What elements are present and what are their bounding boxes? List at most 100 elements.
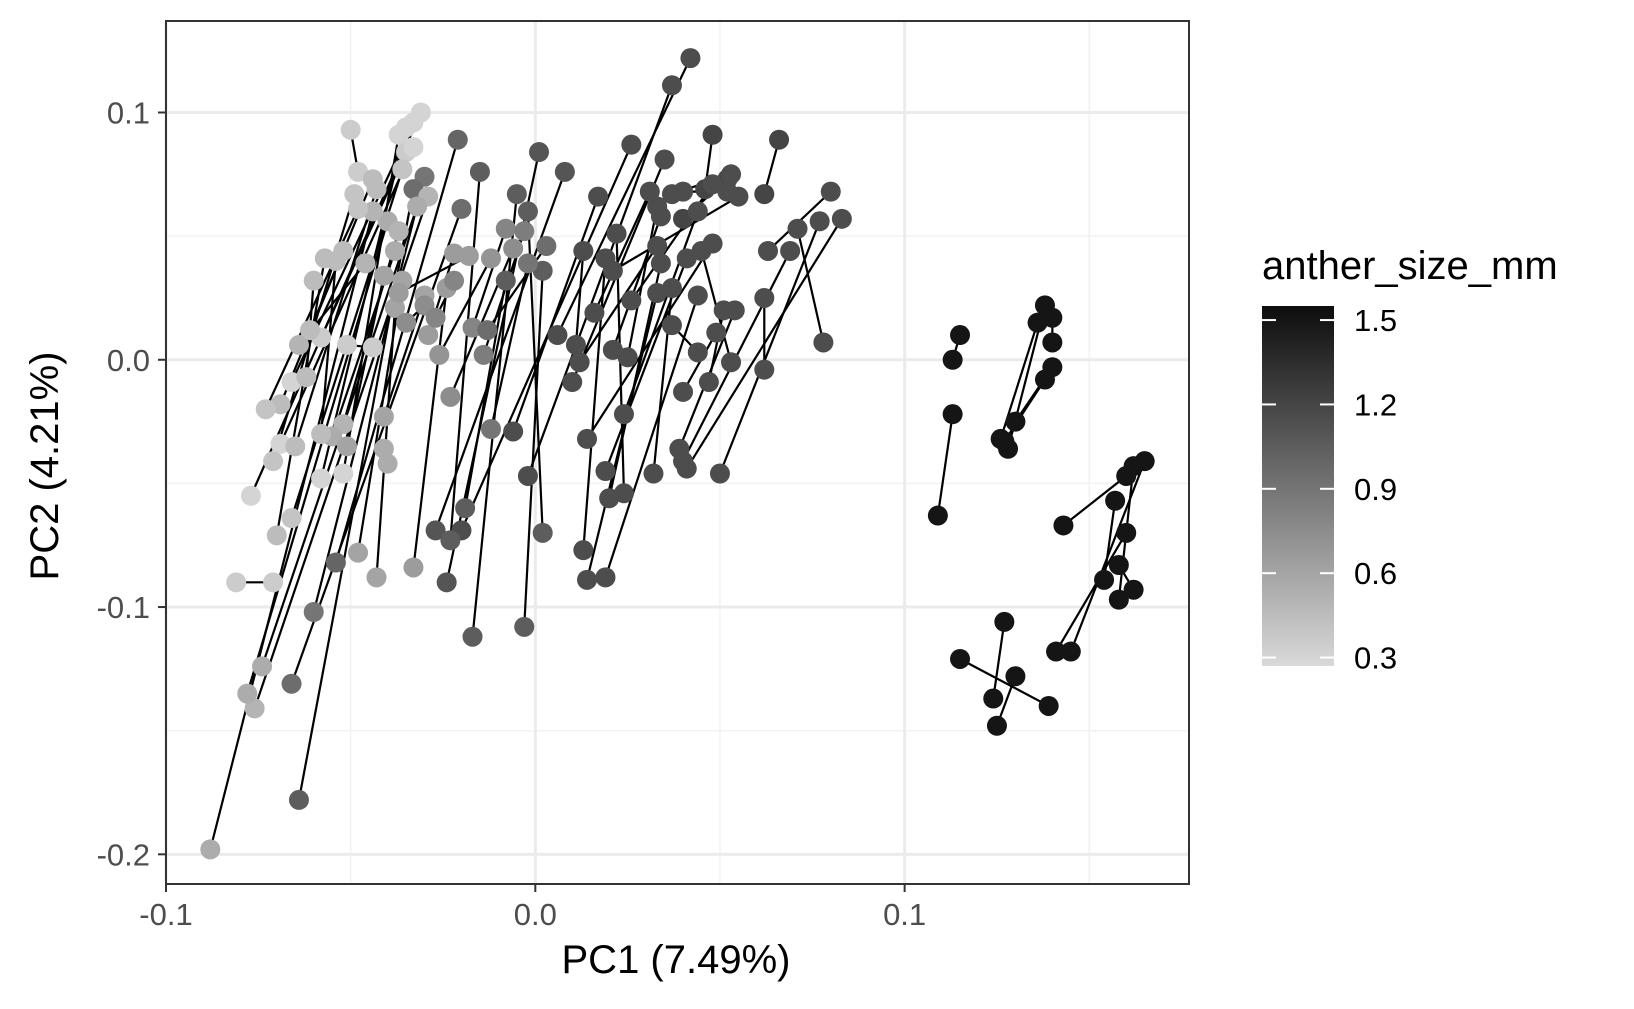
data-point (787, 218, 808, 239)
data-point (1108, 555, 1129, 576)
data-point (517, 201, 538, 222)
data-point (602, 339, 623, 360)
data-point (639, 181, 660, 202)
colorbar-tick-label: 0.3 (1354, 641, 1397, 676)
data-point (388, 283, 409, 304)
pair-connector-line (449, 171, 482, 541)
data-point (573, 240, 594, 261)
pair-connector-line (1055, 532, 1128, 653)
data-point (661, 278, 682, 299)
pair-connector-line (320, 260, 337, 435)
y-tick-label: -0.2 (97, 837, 150, 872)
data-point (547, 325, 568, 346)
data-point (1042, 307, 1063, 328)
data-point (983, 688, 1004, 709)
colorbar-legend: anther_size_mm 0.3 0.6 0.9 1.2 1.5 (1262, 244, 1558, 676)
data-point (425, 520, 446, 541)
data-point (569, 352, 590, 373)
data-point (407, 196, 428, 217)
data-point (285, 436, 306, 457)
data-point (226, 572, 247, 593)
pair-connector-line (992, 621, 1006, 699)
data-point (687, 342, 708, 363)
data-point (303, 601, 324, 622)
data-point (336, 436, 357, 457)
data-point (403, 179, 424, 200)
data-point (281, 673, 302, 694)
data-point (1116, 522, 1137, 543)
data-point (403, 557, 424, 578)
data-point (754, 287, 775, 308)
data-point (1053, 515, 1074, 536)
data-point (613, 404, 634, 425)
pair-connector-line (593, 191, 651, 314)
data-point (200, 839, 221, 860)
data-point (444, 243, 465, 264)
pair-connector-line (464, 280, 507, 509)
data-point (532, 260, 553, 281)
data-point (676, 248, 697, 269)
data-point (650, 206, 671, 227)
data-point (477, 320, 498, 341)
data-point (687, 201, 708, 222)
y-tick-label: 0.1 (107, 95, 150, 130)
data-point (595, 461, 616, 482)
data-point (1042, 332, 1063, 353)
data-point (809, 211, 830, 232)
data-point (698, 372, 719, 393)
pair-connector-line (512, 196, 600, 432)
data-point (565, 334, 586, 355)
data-point (311, 423, 332, 444)
colorbar-ticks: 0.3 0.6 0.9 1.2 1.5 (1262, 303, 1397, 676)
pair-connector-line (275, 258, 326, 536)
data-point (270, 433, 291, 454)
data-point (473, 344, 494, 365)
data-point (384, 240, 405, 261)
data-point (455, 498, 476, 519)
data-point (495, 270, 516, 291)
data-point (311, 468, 332, 489)
pair-connector-line (412, 287, 448, 568)
data-point (950, 648, 971, 669)
data-point (994, 611, 1015, 632)
data-point (362, 201, 383, 222)
pair-connector-line (523, 270, 544, 627)
pair-connector-line (489, 263, 530, 430)
data-point (377, 453, 398, 474)
data-point (396, 312, 417, 333)
data-point (1105, 490, 1126, 511)
data-point (562, 372, 583, 393)
data-point (617, 347, 638, 368)
y-axis-title: PC2 (4.21%) (23, 352, 67, 581)
pair-connector-line (622, 211, 699, 415)
y-tick-label: 0.0 (107, 343, 150, 378)
data-point (661, 315, 682, 336)
pair-connector-line (718, 220, 821, 474)
data-point (517, 465, 538, 486)
data-point (458, 245, 479, 266)
data-point (1034, 369, 1055, 390)
colorbar-tick-label: 1.2 (1354, 387, 1397, 422)
colorbar-tick-label: 0.9 (1354, 472, 1397, 507)
data-point (348, 161, 369, 182)
data-point (348, 542, 369, 563)
pair-connector-line (438, 257, 492, 356)
data-point (673, 381, 694, 402)
data-point (480, 419, 501, 440)
data-point (831, 208, 852, 229)
data-point (392, 159, 413, 180)
data-point (333, 463, 354, 484)
x-axis: -0.1 0.0 0.1 (139, 884, 926, 932)
data-point (673, 181, 694, 202)
data-point (1123, 456, 1144, 477)
data-point (709, 463, 730, 484)
data-point (281, 508, 302, 529)
data-point (713, 300, 734, 321)
colorbar (1262, 306, 1334, 666)
data-point (706, 322, 727, 343)
data-point (687, 285, 708, 306)
data-point (403, 137, 424, 158)
data-point (702, 174, 723, 195)
data-point (721, 352, 742, 373)
